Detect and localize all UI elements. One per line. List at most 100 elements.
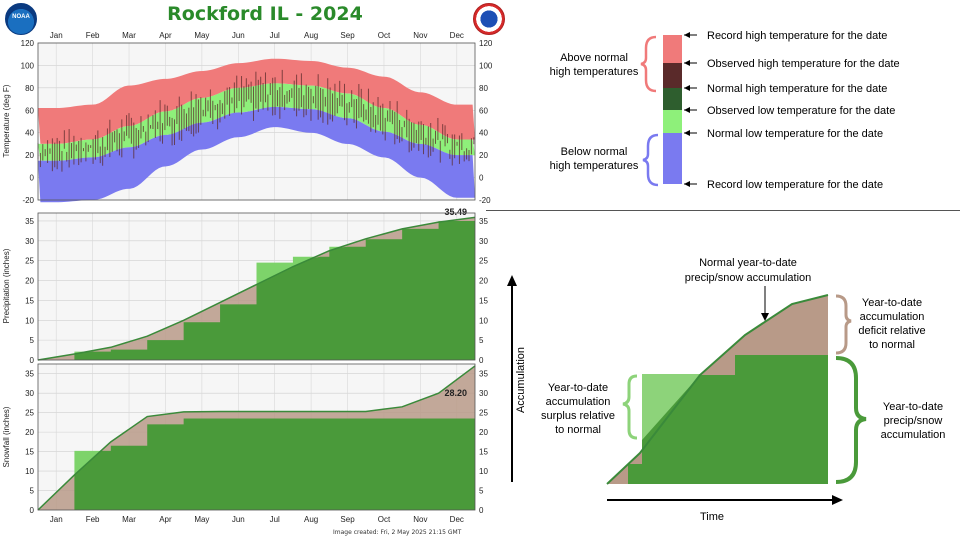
y-tick-label: 35 bbox=[25, 217, 34, 226]
y-tick-label: 0 bbox=[30, 174, 35, 183]
legend-record-low-swatch bbox=[663, 133, 682, 184]
y-tick-label-right: 10 bbox=[479, 467, 488, 476]
y-tick-label: 25 bbox=[25, 409, 34, 418]
accumulation-axis-arrow bbox=[507, 275, 517, 286]
month-tick-label: Sep bbox=[340, 31, 355, 40]
nws-logo-icon bbox=[473, 3, 505, 35]
explainer-normal-line bbox=[606, 294, 829, 485]
below-normal-label-line2: high temperatures bbox=[550, 160, 639, 172]
y-tick-label-right: 20 bbox=[479, 428, 488, 437]
plot-border bbox=[37, 363, 476, 511]
section-divider bbox=[486, 210, 960, 211]
plot-border bbox=[37, 212, 476, 361]
time-axis-arrow bbox=[832, 495, 843, 505]
legend-item-label: Normal low temperature for the date bbox=[707, 128, 883, 140]
month-tick-label: Dec bbox=[450, 31, 464, 40]
normal-label-line2: precip/snow accumulation bbox=[685, 272, 812, 284]
ytd-label-line: accumulation bbox=[881, 429, 946, 441]
month-tick-label: Jan bbox=[50, 31, 63, 40]
deficit-label-line: accumulation bbox=[860, 311, 925, 323]
month-tick-label: Aug bbox=[304, 515, 318, 524]
y-tick-label: 120 bbox=[21, 39, 35, 48]
legend-observed-high-swatch bbox=[663, 63, 682, 88]
y-tick-label: 20 bbox=[25, 428, 34, 437]
time-axis-label: Time bbox=[700, 511, 724, 523]
y-tick-label: 20 bbox=[25, 277, 34, 286]
noaa-logo-icon: NOAA bbox=[5, 3, 37, 35]
y-tick-label-right: 15 bbox=[479, 296, 488, 305]
y-tick-label: 15 bbox=[25, 296, 34, 305]
accumulation-explainer: Accumulation Time Normal year-to-date preci… bbox=[507, 257, 945, 523]
below-normal-label: Below normal bbox=[561, 146, 628, 158]
ytd-total-label: 28.20 bbox=[444, 388, 467, 398]
month-tick-label: Nov bbox=[413, 31, 427, 40]
y-tick-label-right: 30 bbox=[479, 237, 488, 246]
surplus-label-line: surplus relative bbox=[541, 410, 615, 422]
image-created-stamp: Image created: Fri, 2 May 2025 21:15 GMT bbox=[333, 529, 462, 536]
y-tick-label: 10 bbox=[25, 467, 34, 476]
snowfall-chart: 0 0 5 5 10 10 15 15 20 20 25 25 30 30 35 35 28.20 Snowfal… bbox=[2, 363, 488, 524]
overlap-accumulation-area bbox=[38, 218, 475, 360]
y-tick-label-right: 25 bbox=[479, 257, 488, 266]
legend-arrow-head bbox=[684, 107, 690, 113]
y-tick-label-right: 120 bbox=[479, 39, 493, 48]
y-tick-label-right: 60 bbox=[479, 106, 488, 115]
overlap-accumulation-area bbox=[38, 400, 475, 510]
normal-label: Normal year-to-date bbox=[699, 257, 797, 269]
record-low-band bbox=[38, 106, 475, 203]
surplus-brace bbox=[622, 374, 638, 440]
temperature-chart: -20 -20 0 0 20 20 40 40 60 60 80 80 100 100 120 120 Temp… bbox=[2, 31, 493, 205]
month-tick-label: Jan bbox=[50, 515, 63, 524]
y-tick-label: 30 bbox=[25, 237, 34, 246]
plot-border bbox=[37, 42, 476, 201]
month-tick-label: Feb bbox=[86, 515, 100, 524]
month-tick-label: Oct bbox=[378, 515, 391, 524]
y-tick-label: 40 bbox=[25, 129, 34, 138]
ytd-brace bbox=[835, 356, 867, 484]
legend-item-label: Record low temperature for the date bbox=[707, 179, 883, 191]
legend-arrow-head bbox=[684, 130, 690, 136]
y-tick-label-right: 35 bbox=[479, 217, 488, 226]
month-tick-label: Mar bbox=[122, 31, 136, 40]
month-tick-label: Apr bbox=[159, 515, 172, 524]
y-tick-label-right: 0 bbox=[479, 174, 484, 183]
ytd-label-line: Year-to-date bbox=[883, 401, 943, 413]
y-tick-label: 30 bbox=[25, 389, 34, 398]
y-tick-label-right: 0 bbox=[479, 356, 484, 365]
legend-normal-high-swatch bbox=[663, 88, 682, 110]
explainer-observed-area bbox=[607, 355, 828, 484]
legend-arrow-head bbox=[684, 85, 690, 91]
y-tick-label: 20 bbox=[25, 151, 34, 160]
precipitation-chart: 0 0 5 5 10 10 15 15 20 20 25 25 30 30 35 35 35.49 Precipi… bbox=[2, 207, 488, 365]
above-normal-label: Above normal bbox=[560, 52, 628, 64]
normal-accumulation-line bbox=[37, 365, 476, 511]
snowfall-axis-label: Snowfall (inches) bbox=[2, 406, 11, 467]
ytd-total-label: 35.49 bbox=[444, 207, 467, 217]
y-tick-label: 80 bbox=[25, 84, 34, 93]
surplus-label-line: Year-to-date bbox=[548, 382, 608, 394]
y-tick-label-right: 5 bbox=[479, 487, 484, 496]
y-tick-label: 0 bbox=[30, 506, 35, 515]
month-tick-label: May bbox=[194, 515, 209, 524]
legend-item-label: Record high temperature for the date bbox=[707, 30, 887, 42]
deficit-label-line: Year-to-date bbox=[862, 297, 922, 309]
y-tick-label: 25 bbox=[25, 257, 34, 266]
month-tick-label: May bbox=[194, 31, 209, 40]
y-tick-label: -20 bbox=[22, 196, 34, 205]
accumulation-axis-label: Accumulation bbox=[515, 347, 527, 413]
y-tick-label-right: 100 bbox=[479, 61, 493, 70]
y-tick-label-right: 30 bbox=[479, 389, 488, 398]
month-tick-label: Aug bbox=[304, 31, 318, 40]
y-tick-label-right: 25 bbox=[479, 409, 488, 418]
below-normal-brace bbox=[642, 133, 659, 187]
y-tick-label: 100 bbox=[21, 61, 35, 70]
legend-item-label: Observed high temperature for the date bbox=[707, 58, 900, 70]
y-tick-label-right: -20 bbox=[479, 196, 491, 205]
y-tick-label: 10 bbox=[25, 316, 34, 325]
page-title: Rockford IL - 2024 bbox=[167, 3, 363, 25]
month-tick-label: Sep bbox=[340, 515, 355, 524]
legend-arrow-head bbox=[684, 181, 690, 187]
month-tick-label: Mar bbox=[122, 515, 136, 524]
month-tick-label: Dec bbox=[450, 515, 464, 524]
